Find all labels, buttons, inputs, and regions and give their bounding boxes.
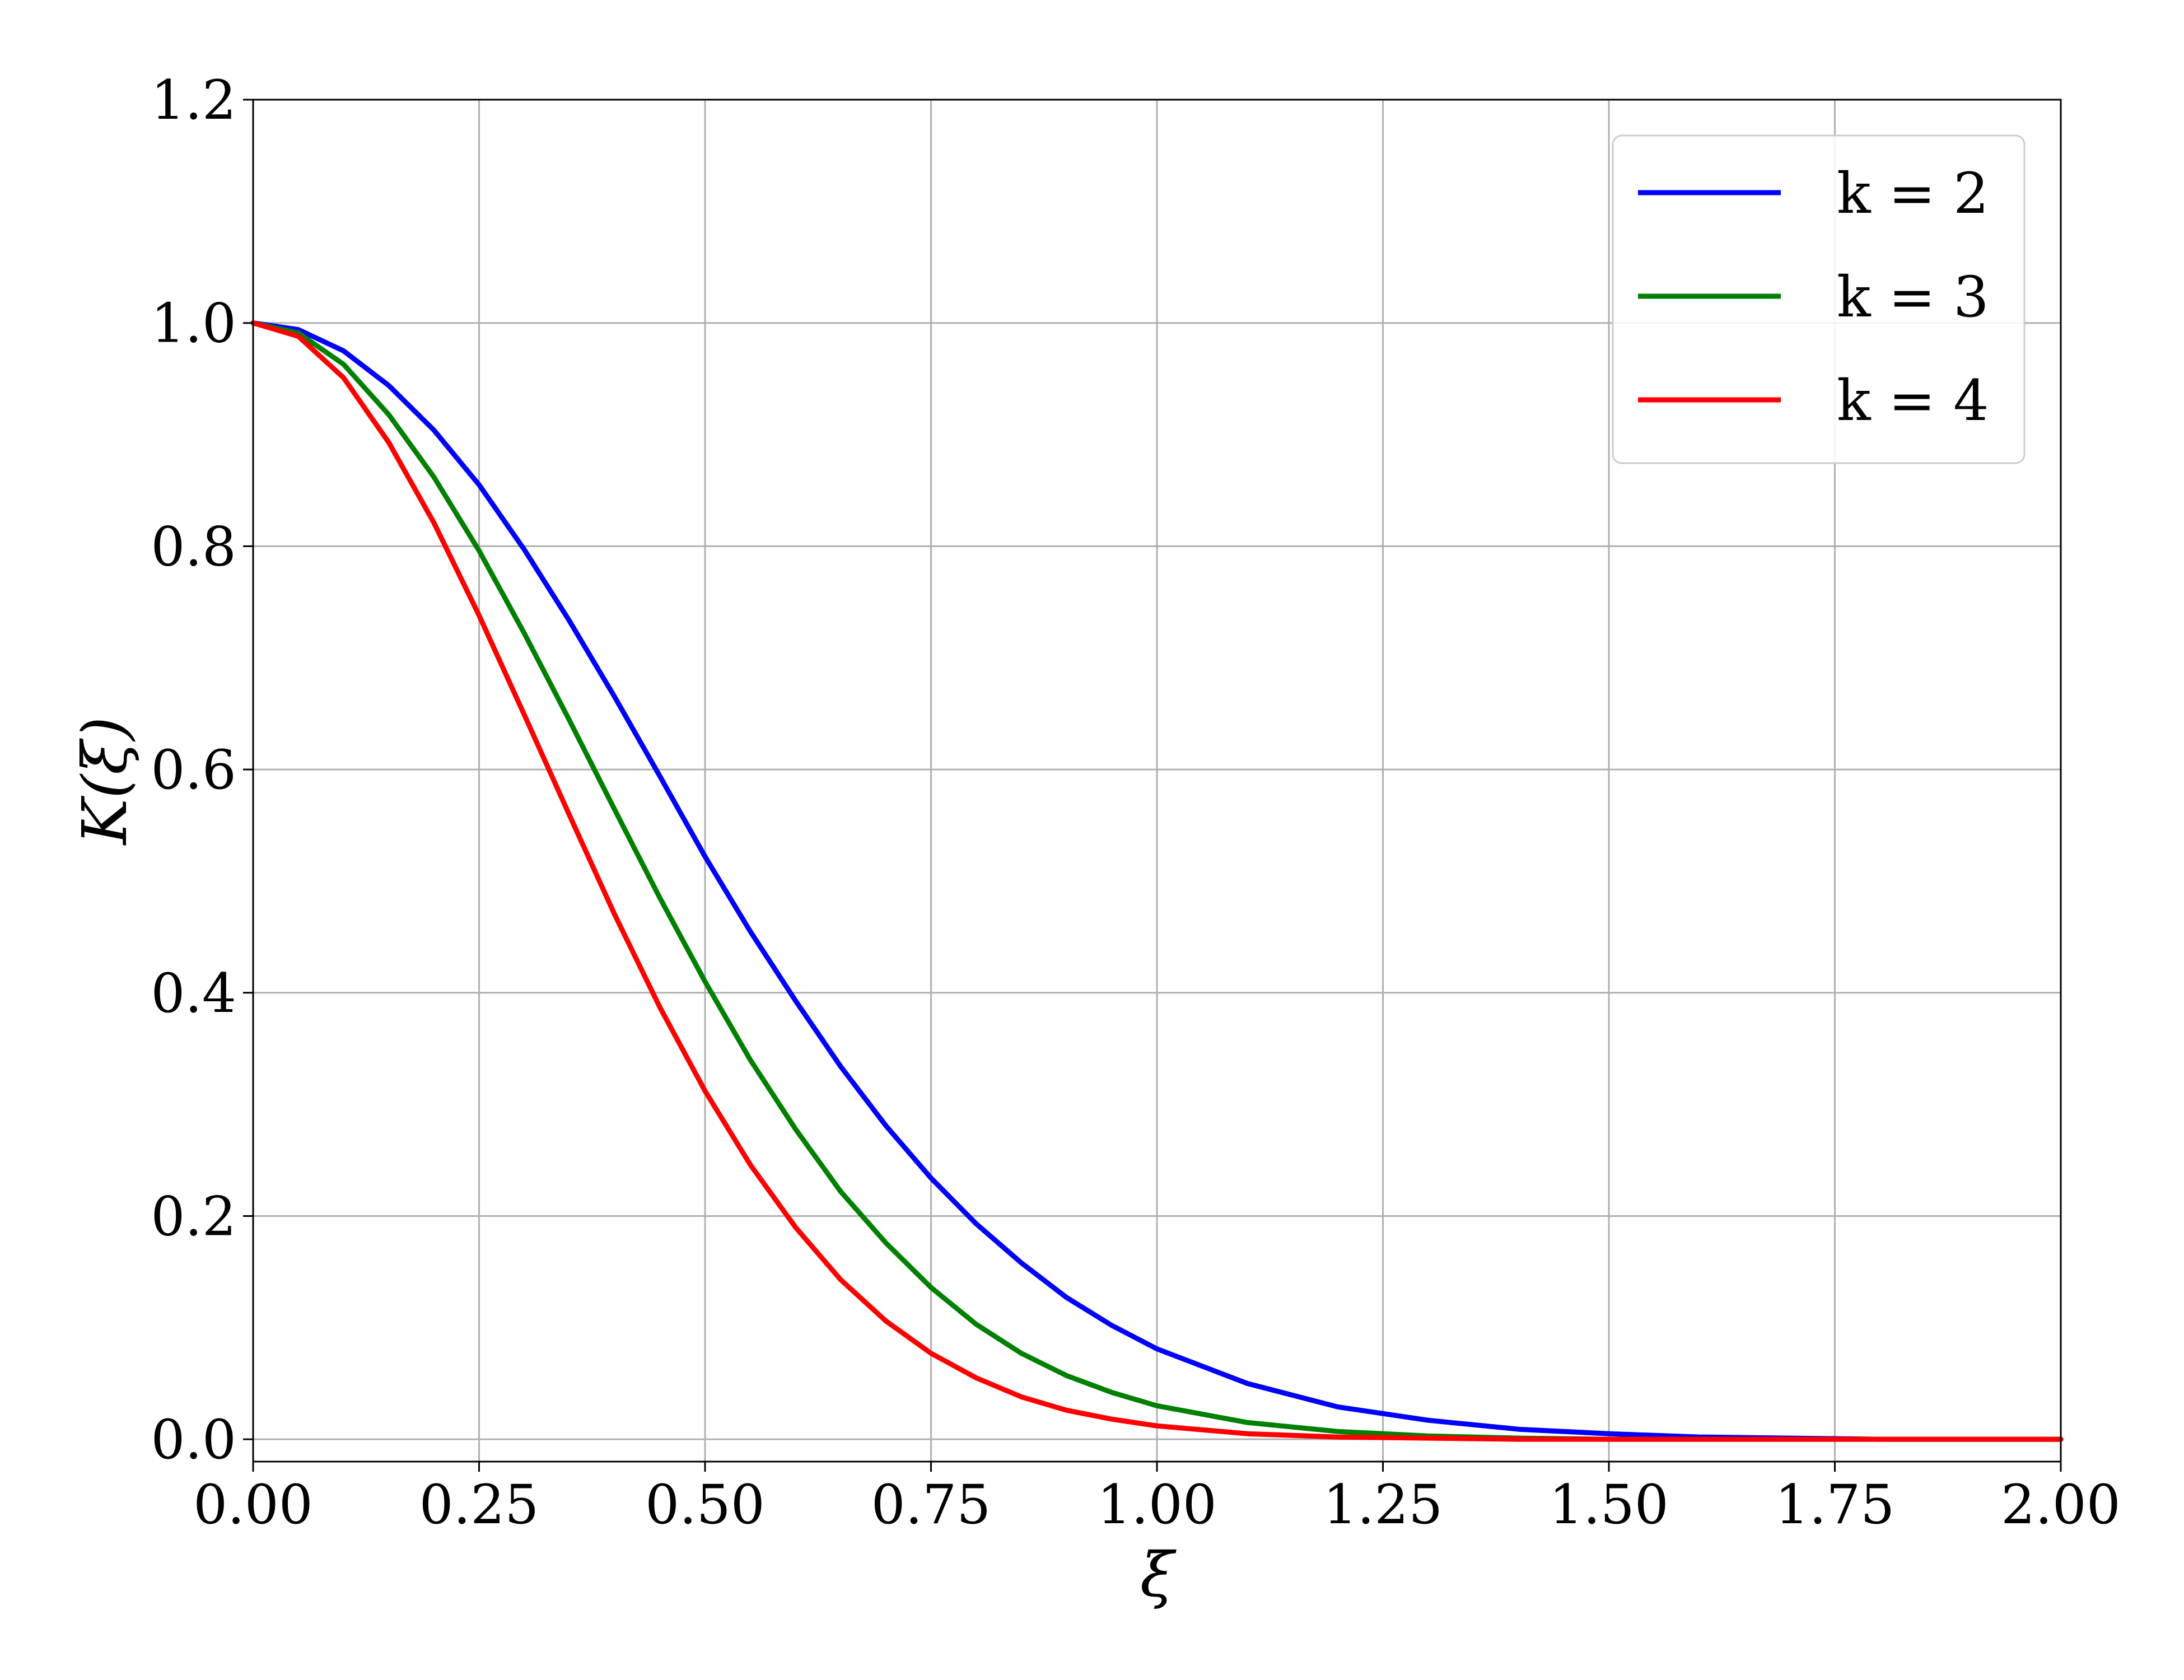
series-line-3 — [250, 320, 2064, 1442]
x-tick-label: 1.50 — [1549, 1473, 1669, 1536]
x-tick-label: 1.25 — [1323, 1473, 1443, 1536]
legend-box — [1612, 134, 2026, 464]
legend-label-2: k = 3 — [1837, 264, 1989, 330]
legend-label-3: k = 4 — [1837, 368, 1989, 433]
data-series — [250, 320, 2064, 1442]
y-tick-label: 0.0 — [151, 1408, 236, 1471]
x-tick-label: 0.25 — [419, 1473, 539, 1536]
y-tick-label: 0.4 — [151, 962, 236, 1025]
x-tick-label: 0.75 — [871, 1473, 991, 1536]
x-tick-label: 1.00 — [1097, 1473, 1217, 1536]
y-tick-label: 0.6 — [151, 739, 236, 801]
x-tick-label: 1.75 — [1775, 1473, 1895, 1536]
y-tick-label: 1.2 — [151, 69, 236, 132]
legend-label-1: k = 2 — [1837, 161, 1989, 226]
y-tick-label: 1.0 — [151, 292, 236, 355]
y-axis-label: K(ξ) — [69, 717, 141, 846]
legend: k = 2 k = 3 k = 4 — [1612, 134, 2026, 464]
x-axis-label: ξ — [1140, 1539, 1177, 1611]
series-line-1 — [250, 320, 2064, 1442]
axis-ticks: 0.00 0.25 0.50 0.75 1.00 1.25 1.50 1.75 2.00 0.0 0… — [151, 69, 2121, 1536]
y-tick-label: 0.8 — [151, 515, 236, 578]
y-tick-label: 0.2 — [151, 1185, 236, 1248]
x-tick-label: 0.00 — [193, 1473, 313, 1536]
x-tick-label: 2.00 — [2001, 1473, 2121, 1536]
x-tick-label: 0.50 — [645, 1473, 765, 1536]
